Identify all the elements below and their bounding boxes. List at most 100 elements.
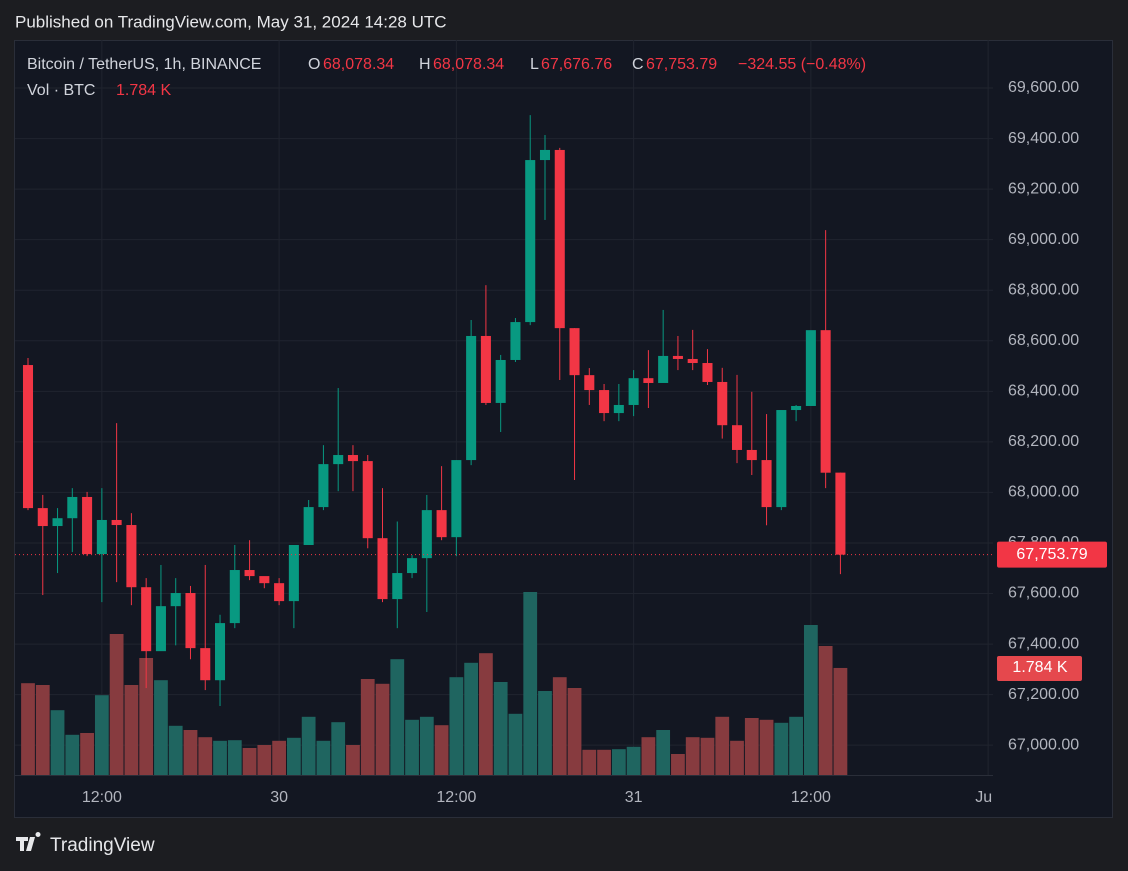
volume-bar <box>419 716 434 775</box>
volume-bar <box>94 695 109 775</box>
brand: TradingView <box>16 832 155 856</box>
axes: 67,000.0067,200.0067,400.0067,600.0067,8… <box>82 79 1107 806</box>
volume-bar <box>818 646 833 775</box>
volume-bar <box>183 730 198 775</box>
x-tick-label: 30 <box>270 789 288 806</box>
low-label: L <box>530 56 539 73</box>
y-tick-label: 68,400.00 <box>1008 383 1079 400</box>
x-tick-label: 31 <box>625 789 643 806</box>
high-value: 68,078.34 <box>433 56 504 73</box>
y-tick-label: 67,000.00 <box>1008 736 1079 753</box>
candle-body <box>510 322 521 360</box>
close-value: 67,753.79 <box>646 56 717 73</box>
candle-body <box>539 149 551 161</box>
high-label: H <box>419 56 431 73</box>
volume-bar <box>656 730 671 775</box>
volume-bar <box>257 745 272 775</box>
y-tick-label: 68,800.00 <box>1008 281 1079 298</box>
volume-bar <box>671 754 685 775</box>
volume-bar <box>626 746 641 775</box>
volume-bar <box>464 662 479 775</box>
volume-bar <box>242 748 257 775</box>
candle-body <box>761 460 772 508</box>
legend: Bitcoin / TetherUS, 1h, BINANCE O 68,078… <box>27 56 866 99</box>
candles <box>15 115 993 706</box>
x-tick-label: 12:00 <box>791 789 831 806</box>
volume-bar <box>449 677 464 775</box>
candle-body <box>155 606 166 652</box>
candle-body <box>554 149 565 329</box>
volume-bar <box>109 634 124 775</box>
volume-bar <box>346 745 360 775</box>
volume-bar <box>700 737 715 775</box>
volume-title: Vol · BTC <box>27 82 95 99</box>
candle-body <box>495 359 506 403</box>
volume-bar <box>479 653 493 775</box>
candle-body <box>288 544 299 602</box>
y-tick-label: 67,200.00 <box>1008 686 1079 703</box>
volume-bar <box>154 680 168 775</box>
volume-value: 1.784 K <box>116 82 171 99</box>
y-tick-label: 68,000.00 <box>1008 484 1079 501</box>
candle-body <box>215 623 226 681</box>
candle-body <box>407 558 418 574</box>
brand-name: TradingView <box>50 835 155 856</box>
candle-body <box>569 328 580 376</box>
volume-bar <box>641 737 656 775</box>
volume-bar <box>360 679 375 775</box>
x-tick-label: 12:00 <box>82 789 122 806</box>
logo <box>16 832 41 851</box>
volume-bar <box>730 740 744 775</box>
volume-bar <box>390 659 405 775</box>
volume-bar <box>316 740 331 775</box>
volume-bar <box>124 685 139 775</box>
volume-bar <box>493 682 508 775</box>
candle-body <box>731 425 743 450</box>
last-price-tag <box>997 541 1107 568</box>
candle-body <box>820 330 831 473</box>
volume-bar <box>685 737 700 775</box>
candle-body <box>451 460 462 538</box>
candle-body <box>67 496 78 519</box>
volume-bar <box>227 740 242 775</box>
candle-body <box>274 583 285 602</box>
volume-bar <box>405 719 419 775</box>
candle-body <box>687 358 698 364</box>
open-value: 68,078.34 <box>323 56 394 73</box>
volume-bar <box>508 713 523 775</box>
volume-bar <box>272 740 286 775</box>
volume-bar <box>139 658 154 775</box>
candle-body <box>421 510 432 559</box>
candle-body <box>362 461 373 539</box>
candle-body <box>170 593 181 607</box>
candle-body <box>628 378 639 405</box>
candle-body <box>82 496 93 555</box>
volume-bar <box>50 710 65 775</box>
volume-bar <box>375 683 390 775</box>
published-note: Published on TradingView.com, May 31, 20… <box>15 12 447 31</box>
candle-body <box>244 570 255 577</box>
candle-body <box>805 330 816 406</box>
volume-bar <box>523 592 538 775</box>
volume-bar <box>759 719 774 775</box>
candle-body <box>22 365 34 509</box>
volume-bar <box>715 716 730 775</box>
volume-bar <box>168 725 183 775</box>
candle-body <box>835 472 846 555</box>
candle-body <box>643 378 654 383</box>
volume-bar <box>789 716 803 775</box>
candle-body <box>200 648 211 681</box>
candle-body <box>185 593 196 649</box>
candle-body <box>525 160 536 323</box>
volume-bar <box>198 737 213 775</box>
candle-body <box>791 405 802 411</box>
y-tick-label: 67,600.00 <box>1008 585 1079 602</box>
candle-body <box>377 538 388 600</box>
candle-body <box>259 576 270 584</box>
volume-bar <box>80 733 94 775</box>
candle-body <box>37 508 48 527</box>
y-tick-label: 69,400.00 <box>1008 130 1079 147</box>
volume-bar <box>567 688 582 775</box>
x-tick-label: Jun <box>975 789 1001 806</box>
